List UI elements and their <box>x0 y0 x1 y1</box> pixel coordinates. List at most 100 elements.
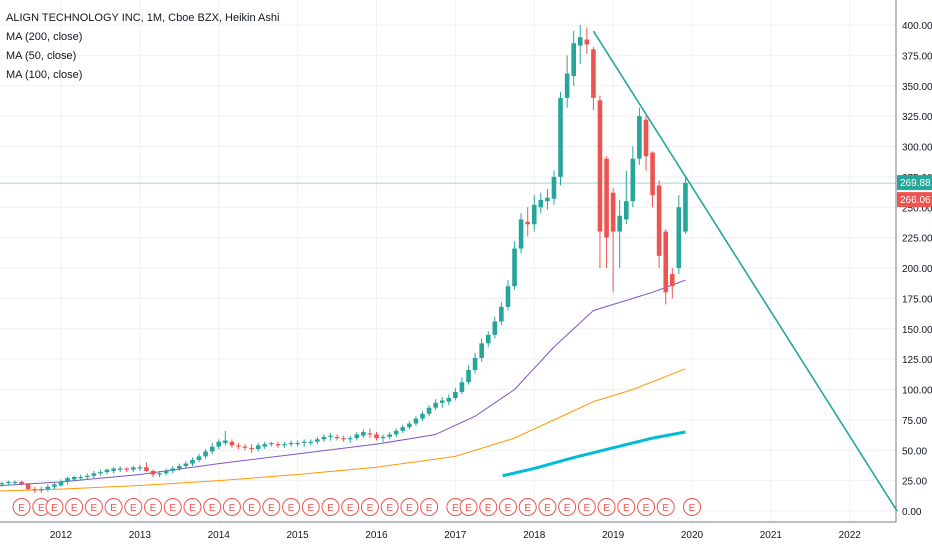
earnings-icon[interactable] <box>597 498 616 516</box>
candle-body[interactable] <box>117 468 123 470</box>
candle-body[interactable] <box>216 441 222 447</box>
earnings-icon[interactable] <box>84 498 103 516</box>
candle-body[interactable] <box>104 469 110 473</box>
candle-body[interactable] <box>439 400 445 403</box>
candle-body[interactable] <box>623 201 629 220</box>
candle-body[interactable] <box>453 391 458 399</box>
candle-body[interactable] <box>236 445 241 447</box>
candle-body[interactable] <box>203 451 208 457</box>
candle-body[interactable] <box>315 439 320 442</box>
candle-body[interactable] <box>551 176 557 199</box>
candle-body[interactable] <box>683 182 688 232</box>
earnings-icon[interactable] <box>577 498 596 516</box>
candle-body[interactable] <box>91 473 97 476</box>
candle-body[interactable] <box>420 413 425 419</box>
candle-body[interactable] <box>387 434 392 437</box>
candle-body[interactable] <box>617 215 622 232</box>
ma200-legend[interactable]: MA (200, close) <box>6 31 83 43</box>
candle-body[interactable] <box>157 473 162 475</box>
candle-body[interactable] <box>183 463 189 467</box>
earnings-icon[interactable] <box>183 498 202 516</box>
candle-body[interactable] <box>84 475 90 477</box>
earnings-icon[interactable] <box>360 498 379 516</box>
earnings-icon[interactable] <box>321 498 340 516</box>
candle-body[interactable] <box>426 407 432 414</box>
earnings-icon[interactable] <box>262 498 281 516</box>
candle-body[interactable] <box>571 43 576 77</box>
candle-body[interactable] <box>538 199 544 208</box>
candle-body[interactable] <box>242 446 248 448</box>
candle-body[interactable] <box>177 466 182 469</box>
earnings-icon[interactable] <box>12 498 31 516</box>
candle-body[interactable] <box>597 100 603 232</box>
candle-body[interactable] <box>98 472 103 474</box>
candle-body[interactable] <box>282 444 287 446</box>
earnings-icon[interactable] <box>683 498 701 516</box>
earnings-icon[interactable] <box>518 498 537 516</box>
candle-body[interactable] <box>25 484 31 490</box>
candle-body[interactable] <box>131 467 136 470</box>
candle-body[interactable] <box>71 476 77 480</box>
earnings-icon[interactable] <box>380 498 399 516</box>
candle-body[interactable] <box>269 442 274 445</box>
candle-body[interactable] <box>479 343 484 358</box>
candle-body[interactable] <box>347 438 353 440</box>
candle-body[interactable] <box>137 467 143 469</box>
candle-body[interactable] <box>170 468 176 471</box>
candle-body[interactable] <box>650 152 655 196</box>
earnings-icon[interactable] <box>459 498 478 516</box>
trendline[interactable] <box>592 30 898 512</box>
candle-body[interactable] <box>505 286 511 307</box>
candle-body[interactable] <box>577 37 583 46</box>
candle-body[interactable] <box>512 248 517 287</box>
candle-body[interactable] <box>229 441 235 446</box>
candle-body[interactable] <box>32 489 38 491</box>
candle-body[interactable] <box>637 116 642 159</box>
candle-body[interactable] <box>669 274 675 287</box>
candle-body[interactable] <box>288 442 294 445</box>
earnings-icon[interactable] <box>163 498 182 516</box>
candle-body[interactable] <box>545 197 550 202</box>
earnings-icon[interactable] <box>242 498 261 516</box>
earnings-icon[interactable] <box>222 498 241 516</box>
ma100-legend[interactable]: MA (100, close) <box>6 69 83 81</box>
candle-body[interactable] <box>400 427 406 431</box>
candle-body[interactable] <box>459 382 465 392</box>
candle-body[interactable] <box>38 489 44 491</box>
candle-body[interactable] <box>663 231 669 293</box>
candle-body[interactable] <box>380 436 386 439</box>
earnings-icon[interactable] <box>498 498 517 516</box>
earnings-icon[interactable] <box>124 498 143 516</box>
candle-body[interactable] <box>466 370 471 383</box>
earnings-icon[interactable] <box>479 498 498 516</box>
candle-body[interactable] <box>249 447 254 450</box>
candle-body[interactable] <box>630 158 636 202</box>
candle-body[interactable] <box>531 204 537 225</box>
candle-body[interactable] <box>525 221 531 225</box>
candle-body[interactable] <box>354 434 360 439</box>
earnings-icon[interactable] <box>45 498 64 516</box>
earnings-icon[interactable] <box>637 498 656 516</box>
candle-body[interactable] <box>564 73 570 98</box>
candle-body[interactable] <box>163 470 169 474</box>
earnings-icon[interactable] <box>656 498 675 516</box>
candle-body[interactable] <box>190 459 195 464</box>
candle-body[interactable] <box>124 468 130 470</box>
candle-body[interactable] <box>19 481 24 485</box>
earnings-icon[interactable] <box>203 498 222 516</box>
candle-body[interactable] <box>334 436 340 439</box>
candle-body[interactable] <box>413 418 419 424</box>
candle-body[interactable] <box>393 430 399 435</box>
candle-body[interactable] <box>45 486 51 490</box>
ma50-legend[interactable]: MA (50, close) <box>6 50 77 62</box>
candle-body[interactable] <box>433 402 438 408</box>
candle-body[interactable] <box>301 441 307 443</box>
candle-body[interactable] <box>584 39 590 45</box>
earnings-icon[interactable] <box>538 498 557 516</box>
candle-body[interactable] <box>52 484 57 487</box>
candle-body[interactable] <box>485 334 491 344</box>
candle-body[interactable] <box>255 445 261 450</box>
candle-body[interactable] <box>196 456 202 460</box>
earnings-icon[interactable] <box>558 498 577 516</box>
